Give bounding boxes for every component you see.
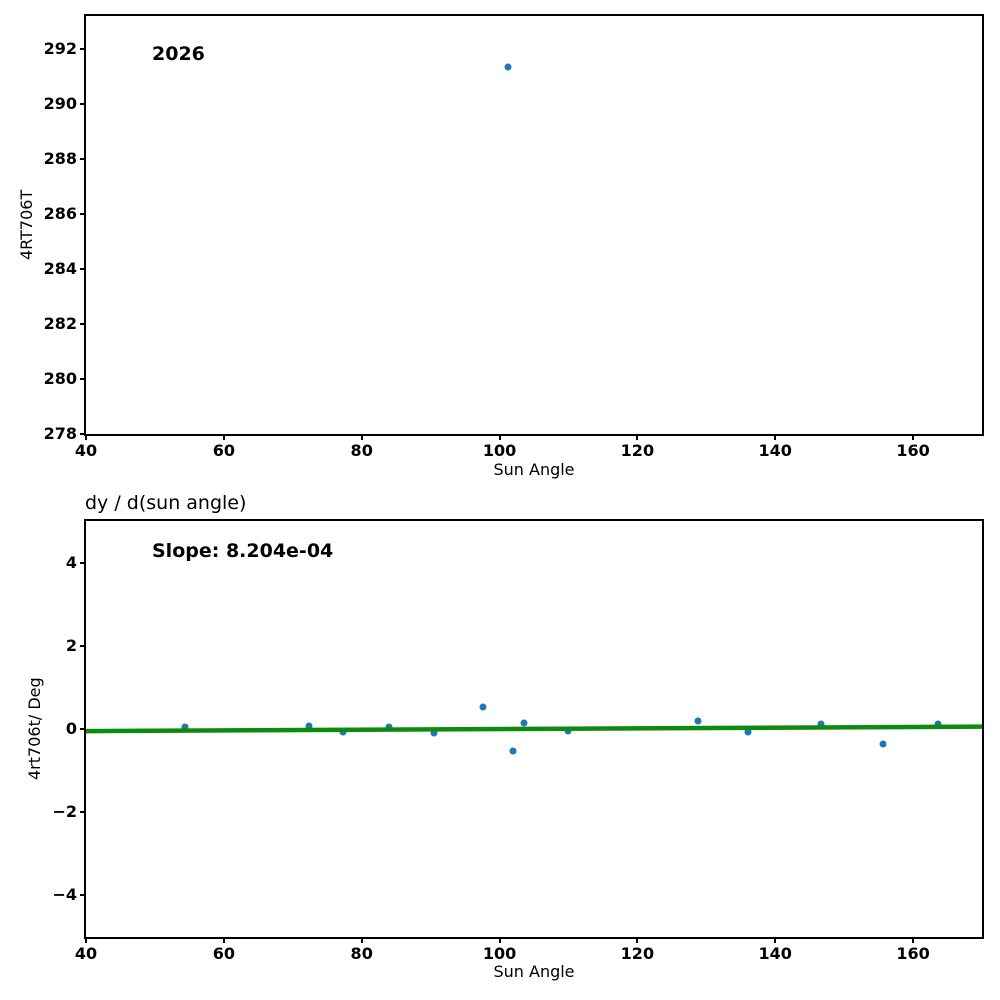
slope-annotation: Slope: 8.204e-04	[152, 540, 334, 562]
y-tick-mark	[80, 213, 86, 215]
x-tick-label: 100	[482, 441, 517, 460]
data-point	[564, 727, 572, 735]
y-tick-mark	[80, 103, 86, 105]
x-tick-label: 60	[212, 944, 235, 963]
x-tick-label: 160	[896, 944, 930, 963]
x-tick-mark	[360, 937, 363, 943]
y-tick-label: 290	[43, 94, 77, 113]
plot-area-bottom: Slope: 8.204e-04 40 60 80 100 120 140 160 −4 −2 0…	[52, 519, 984, 962]
y-tick-mark	[80, 323, 86, 325]
data-point	[305, 722, 313, 730]
x-tick-label: 140	[758, 441, 792, 460]
y-tick-label: 286	[43, 204, 77, 223]
y-tick-mark	[80, 894, 86, 897]
x-tick-label: 100	[482, 944, 517, 963]
data-point	[385, 723, 393, 731]
y-axis-label-bottom: 4rt706t/ Deg	[25, 677, 44, 781]
x-tick-mark	[912, 434, 915, 440]
x-tick-label: 60	[212, 441, 235, 460]
x-tick-mark	[774, 434, 777, 440]
trend-line	[86, 724, 982, 734]
x-tick-label: 40	[74, 441, 98, 460]
x-tick-mark	[85, 937, 87, 943]
data-point	[509, 747, 517, 755]
data-point	[744, 728, 752, 736]
y-tick-mark	[80, 433, 86, 435]
y-tick-mark	[80, 644, 86, 647]
x-tick-mark	[360, 434, 363, 440]
x-axis-label-top: Sun Angle	[493, 460, 575, 479]
x-tick-mark	[636, 434, 639, 440]
data-point	[430, 729, 438, 737]
x-axis-label-bottom: Sun Angle	[493, 962, 575, 981]
y-tick-mark	[80, 728, 86, 730]
data-point	[934, 720, 942, 728]
x-tick-mark	[85, 434, 87, 440]
derivative-chart-title: dy / d(sun angle)	[85, 492, 247, 514]
y-tick-mark	[80, 561, 86, 564]
x-tick-label: 140	[758, 944, 792, 963]
x-tick-mark	[912, 937, 915, 943]
y-tick-mark	[80, 48, 86, 50]
x-tick-mark	[222, 937, 225, 943]
y-tick-label: 0	[65, 719, 77, 738]
y-tick-label: 278	[43, 424, 77, 443]
data-point	[879, 740, 887, 748]
y-tick-label: −4	[52, 885, 77, 905]
x-tick-label: 120	[620, 944, 655, 963]
x-tick-label: 160	[896, 441, 930, 460]
y-tick-label: 288	[43, 149, 77, 168]
data-point	[694, 717, 702, 725]
y-tick-label: 4	[65, 552, 77, 572]
plot-area-top: 2026 40 60 80 100 120 140 160 278 280 282 284 286 28…	[44, 14, 984, 459]
y-tick-label: 284	[43, 259, 77, 278]
y-tick-label: 282	[43, 314, 77, 333]
data-point	[181, 723, 189, 731]
x-tick-mark	[636, 937, 639, 943]
x-tick-mark	[498, 937, 501, 943]
y-tick-label: 292	[43, 39, 77, 58]
year-annotation: 2026	[152, 43, 205, 65]
y-tick-mark	[80, 811, 86, 814]
y-tick-mark	[80, 378, 86, 380]
x-tick-mark	[774, 937, 777, 943]
x-tick-mark	[222, 434, 225, 440]
y-tick-label: 280	[43, 369, 77, 388]
y-tick-label: −2	[52, 802, 77, 822]
y-tick-label: 2	[65, 635, 77, 655]
x-tick-mark	[498, 434, 501, 440]
data-point	[504, 63, 512, 71]
x-tick-label: 40	[74, 944, 98, 963]
y-axis-label-top: 4RT706T	[17, 189, 36, 261]
x-tick-label: 80	[350, 441, 373, 460]
data-point	[520, 719, 528, 727]
y-tick-mark	[80, 158, 86, 160]
data-point	[479, 703, 487, 711]
x-tick-label: 120	[620, 441, 655, 460]
y-tick-mark	[80, 268, 86, 270]
x-tick-label: 80	[350, 944, 373, 963]
data-point	[817, 720, 825, 728]
